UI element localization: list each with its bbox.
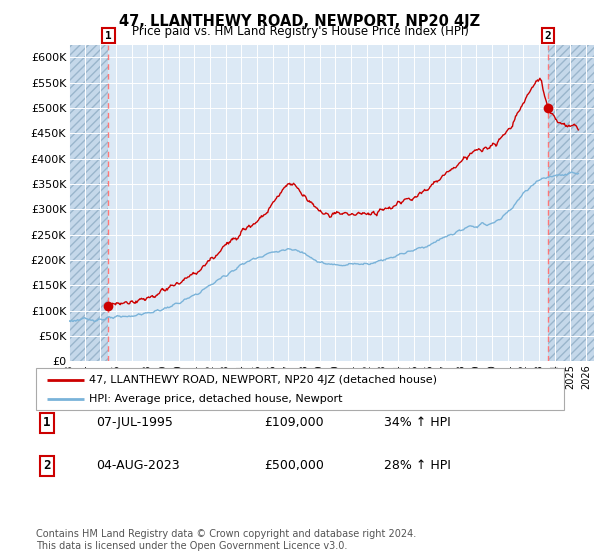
Text: HPI: Average price, detached house, Newport: HPI: Average price, detached house, Newp… <box>89 394 342 404</box>
Text: 1: 1 <box>105 31 112 41</box>
Text: 28% ↑ HPI: 28% ↑ HPI <box>384 459 451 473</box>
Bar <box>548 45 594 361</box>
FancyBboxPatch shape <box>36 368 564 410</box>
Text: £109,000: £109,000 <box>264 416 323 430</box>
Text: 47, LLANTHEWY ROAD, NEWPORT, NP20 4JZ: 47, LLANTHEWY ROAD, NEWPORT, NP20 4JZ <box>119 14 481 29</box>
Text: Contains HM Land Registry data © Crown copyright and database right 2024.
This d: Contains HM Land Registry data © Crown c… <box>36 529 416 551</box>
Text: £500,000: £500,000 <box>264 459 324 473</box>
Text: 07-JUL-1995: 07-JUL-1995 <box>96 416 173 430</box>
Text: 34% ↑ HPI: 34% ↑ HPI <box>384 416 451 430</box>
Text: 1: 1 <box>43 416 50 430</box>
Text: 2: 2 <box>43 459 50 473</box>
Text: Price paid vs. HM Land Registry's House Price Index (HPI): Price paid vs. HM Land Registry's House … <box>131 25 469 38</box>
Text: 04-AUG-2023: 04-AUG-2023 <box>96 459 179 473</box>
Bar <box>69 45 109 361</box>
Text: 2: 2 <box>545 31 551 41</box>
Text: 47, LLANTHEWY ROAD, NEWPORT, NP20 4JZ (detached house): 47, LLANTHEWY ROAD, NEWPORT, NP20 4JZ (d… <box>89 375 437 385</box>
